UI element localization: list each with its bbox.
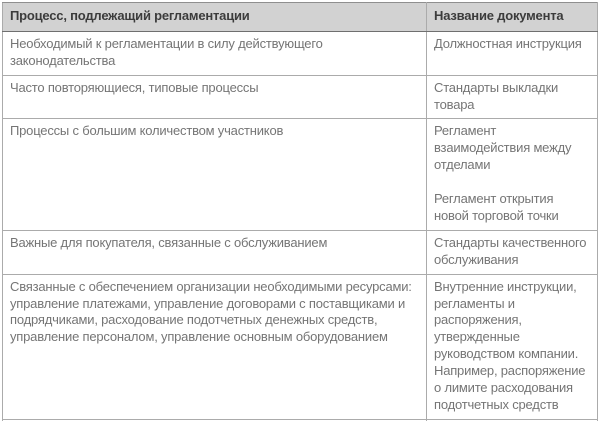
process-text: Важные для покупателя, связанные с обслу… — [10, 234, 328, 250]
document-cell: Внутренние инструкции, регламенты и расп… — [426, 273, 598, 420]
document-text: Регламент взаимодействия между отделами — [434, 123, 572, 173]
table-row: Часто повторяющиеся, типовые процессы Ст… — [2, 74, 598, 120]
table-row: Связанные с обеспечением организации нео… — [2, 273, 598, 420]
document-text: Должностная инструкция — [434, 35, 582, 51]
document-text: Стандарты выкладки товара — [434, 79, 559, 112]
table-row: Процессы с большим количеством участнико… — [2, 118, 598, 231]
table-body: Необходимый к регламентации в силу дейст… — [2, 30, 598, 421]
process-text: Связанные с обеспечением организации нео… — [10, 278, 412, 345]
process-cell: Важные для покупателя, связанные с обслу… — [2, 229, 427, 275]
table-header: Процесс, подлежащий регламентации Назван… — [2, 2, 598, 32]
table-row: Необходимый к регламентации в силу дейст… — [2, 30, 598, 76]
document-cell: Регламент взаимодействия между отделами Р… — [426, 118, 598, 231]
table-row: Связанные с обеспечением деятельности са… — [2, 418, 598, 421]
process-text: Процессы с большим количеством участнико… — [10, 123, 284, 139]
document-cell: Стандарты выкладки товара — [426, 74, 598, 120]
table-row: Важные для покупателя, связанные с обслу… — [2, 229, 598, 275]
document-text: Регламент открытия новой торговой точки — [434, 191, 559, 224]
process-cell: Связанные с обеспечением организации нео… — [2, 273, 427, 420]
process-cell: Необходимый к регламентации в силу дейст… — [2, 30, 427, 76]
process-cell: Процессы с большим количеством участнико… — [2, 118, 427, 231]
process-text: Необходимый к регламентации в силу дейст… — [10, 35, 323, 68]
process-text: Часто повторяющиеся, типовые процессы — [10, 79, 259, 95]
document-text: Внутренние инструкции, регламенты и расп… — [434, 278, 586, 412]
header-row: Процесс, подлежащий регламентации Назван… — [2, 2, 598, 32]
column-header-document: Название документа — [426, 2, 598, 32]
document-cell: Стандарты качественного обслуживания — [426, 229, 598, 275]
document-text: Стандарты качественного обслуживания — [434, 234, 587, 267]
document-cell: Инструкция по соблюдению правил безопасн… — [426, 418, 598, 421]
process-cell: Часто повторяющиеся, типовые процессы — [2, 74, 427, 120]
document-cell: Должностная инструкция — [426, 30, 598, 76]
column-header-process: Процесс, подлежащий регламентации — [2, 2, 427, 32]
